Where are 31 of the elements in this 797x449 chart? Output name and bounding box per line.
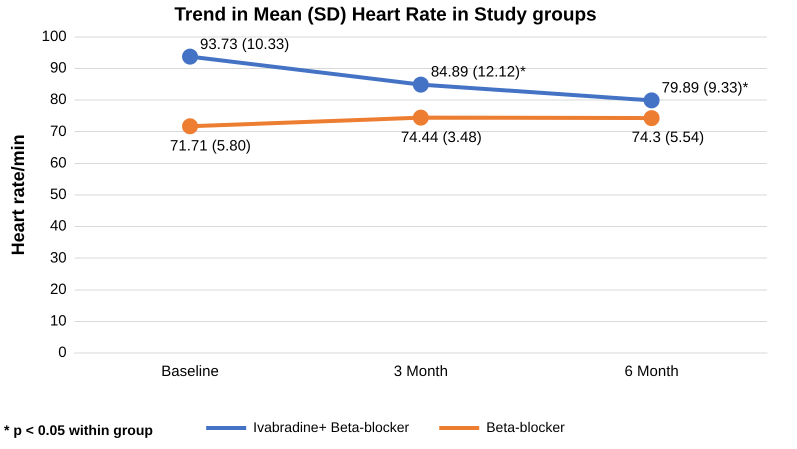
y-tick-label: 40 [50,218,67,235]
legend-label: Beta-blocker [486,418,566,435]
y-tick-label: 30 [50,249,67,266]
point [412,110,429,126]
y-axis-title: Heart rate/min [8,134,28,256]
data-label: 74.44 (3.48) [400,128,482,146]
y-tick-label: 50 [50,186,67,204]
point [182,48,198,65]
data-label: 84.89 (12.12)* [430,64,526,81]
data-label: 79.89 (9.33)* [662,80,748,97]
y-tick-label: 60 [50,154,67,172]
data-label: 71.71 (5.80) [170,137,251,154]
y-tick-label: 70 [50,122,67,140]
y-tick-label: 20 [50,280,67,298]
y-tick-label: 80 [50,91,67,108]
point [182,118,198,134]
y-tick-label: 100 [42,28,67,45]
x-tick-label: 3 Month [394,363,448,380]
point [644,92,660,108]
data-label: 74.3 (5.54) [632,129,704,146]
data-label: 93.73 (10.33) [200,36,290,53]
y-tick-label: 90 [50,60,67,77]
point [412,76,429,93]
y-tick-label: 0 [58,344,67,362]
x-tick-label: 6 Month [624,363,679,380]
chart-title: Trend in Mean (SD) Heart Rate in Study groups [174,4,597,26]
text: * p < 0.05 within group [4,422,153,438]
point [644,110,660,126]
x-tick-label: Baseline [161,363,219,380]
y-tick-label: 10 [50,312,67,330]
legend-label: Ivabradine+ Beta-blocker [253,418,410,435]
